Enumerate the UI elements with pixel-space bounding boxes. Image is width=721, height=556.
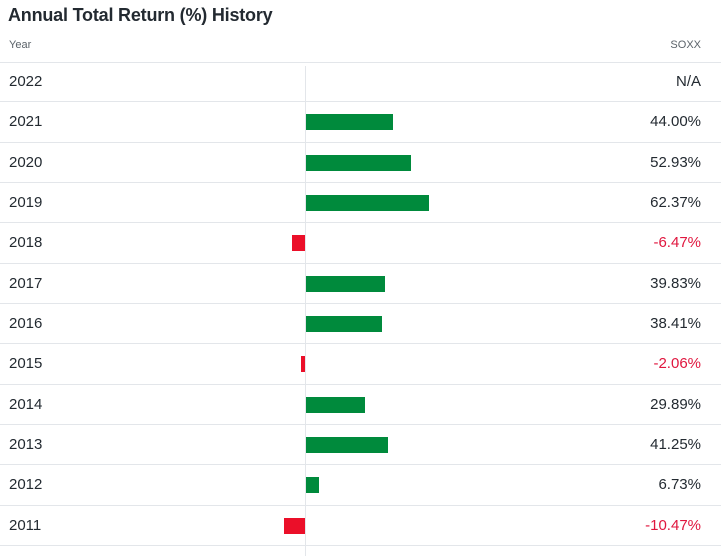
return-bar: [284, 517, 305, 534]
year-label: 2014: [9, 395, 43, 413]
year-label: 2017: [9, 274, 43, 292]
return-bar: [300, 356, 305, 373]
year-label: 2016: [9, 314, 43, 332]
table-row: 2012 6.73%: [0, 465, 721, 506]
return-value-label: N/A: [675, 73, 701, 90]
return-bar: [306, 436, 388, 453]
year-column-header: Year: [9, 39, 32, 51]
chart-title: Annual Total Return (%) History: [8, 5, 273, 25]
return-value-label: -10.47%: [645, 516, 701, 534]
table-header: Year SOXX: [0, 36, 721, 63]
return-value-label: 6.73%: [658, 476, 701, 494]
return-bar: [306, 275, 385, 292]
table-row: 2017 39.83%: [0, 264, 721, 304]
return-value-label: -6.47%: [653, 234, 701, 252]
return-value-label: -2.06%: [653, 355, 701, 373]
year-label: 2021: [9, 113, 43, 131]
zero-axis-line: [305, 66, 306, 556]
return-value-label: 62.37%: [650, 193, 701, 211]
return-bar: [306, 114, 394, 131]
table-row: 2021 44.00%: [0, 102, 721, 143]
return-value-label: 44.00%: [650, 113, 701, 131]
return-bar: [306, 154, 411, 171]
year-label: 2022: [9, 73, 43, 90]
year-label: 2012: [9, 476, 43, 494]
table-row: 2019 62.37%: [0, 183, 721, 224]
year-label: 2013: [9, 435, 43, 453]
return-value-label: 38.41%: [650, 314, 701, 332]
return-value-label: 52.93%: [650, 153, 701, 171]
year-label: 2019: [9, 193, 43, 211]
return-bar: [306, 194, 430, 211]
table-row: 2016 38.41%: [0, 304, 721, 345]
table-row: 2011 -10.47%: [0, 506, 721, 546]
year-label: 2015: [9, 355, 43, 373]
year-label: 2018: [9, 234, 43, 252]
return-bar: [306, 396, 366, 413]
table-row: 2015 -2.06%: [0, 344, 721, 385]
return-bar: [306, 477, 320, 494]
table-row: 2020 52.93%: [0, 143, 721, 183]
return-value-label: 41.25%: [650, 435, 701, 453]
table-row: 2014 29.89%: [0, 385, 721, 425]
return-value-label: 39.83%: [650, 274, 701, 292]
table-row: 2013 41.25%: [0, 425, 721, 466]
table-row: 2018 -6.47%: [0, 223, 721, 264]
return-bar: [306, 315, 383, 332]
ticker-column-header: SOXX: [670, 39, 701, 51]
return-bar: [292, 235, 305, 252]
year-label: 2011: [9, 516, 42, 534]
year-label: 2020: [9, 153, 43, 171]
return-value-label: 29.89%: [650, 395, 701, 413]
table-row: 2022 N/A: [0, 62, 721, 103]
return-history-rows: 2022 N/A 2021 44.00% 2020 52.93% 2019 62.37% 201…: [0, 62, 721, 546]
